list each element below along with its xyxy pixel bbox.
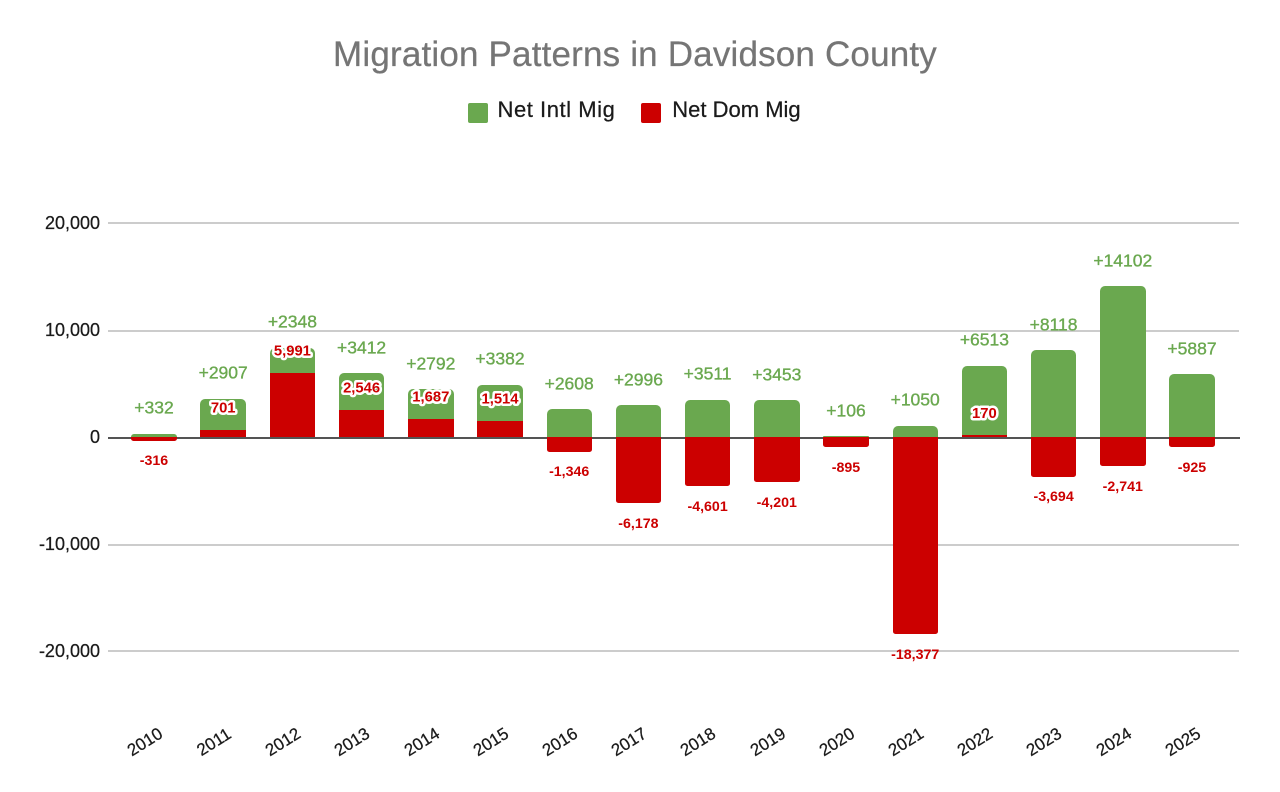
svg-text:701: 701 <box>211 400 236 416</box>
svg-text:5,991: 5,991 <box>274 344 311 360</box>
svg-text:170: 170 <box>972 406 997 422</box>
svg-text:1,514: 1,514 <box>481 392 519 408</box>
svg-text:1,687: 1,687 <box>412 390 449 406</box>
svg-text:2,546: 2,546 <box>343 381 380 397</box>
